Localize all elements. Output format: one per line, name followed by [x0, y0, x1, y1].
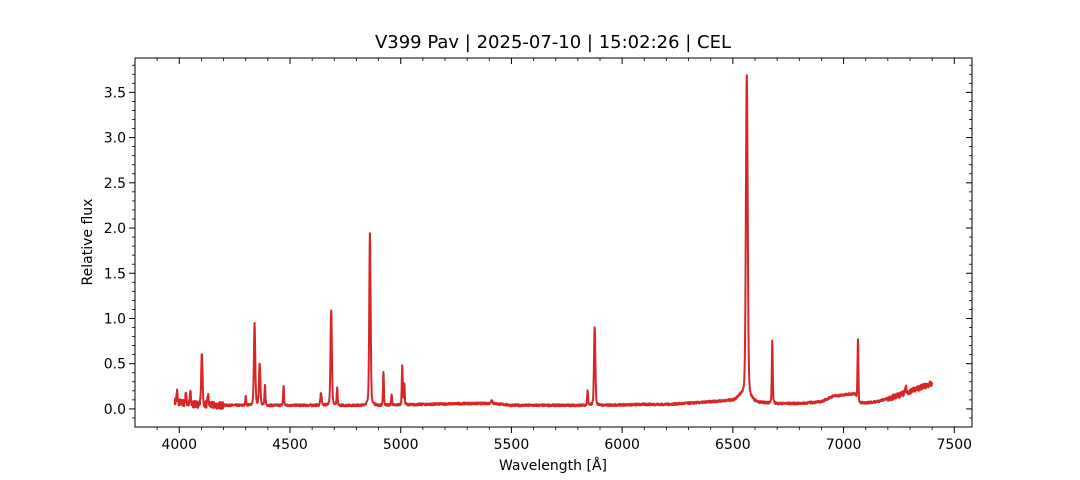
y-tick-label: 3.0 — [104, 131, 126, 147]
x-axis-label: Wavelength [Å] — [499, 457, 607, 474]
y-tick-label: 0.5 — [104, 357, 126, 373]
y-tick-label: 1.0 — [104, 311, 126, 327]
x-tick-label: 6500 — [715, 437, 751, 453]
y-tick-label: 1.5 — [104, 266, 126, 282]
y-axis: 0.0 0.5 1.0 1.5 2.0 2.5 3.0 3.5 — [104, 64, 972, 419]
y-tick-label: 0.0 — [104, 402, 126, 418]
x-tick-label: 5500 — [494, 437, 530, 453]
x-tick-label: 6000 — [604, 437, 640, 453]
chart-title: V399 Pav | 2025-07-10 | 15:02:26 | CEL — [375, 32, 731, 53]
y-tick-label: 2.5 — [104, 176, 126, 192]
x-axis: 4000 4500 5000 5500 6000 6500 7000 7500 — [156, 58, 972, 453]
x-tick-label: 7500 — [936, 437, 972, 453]
x-tick-label: 7000 — [826, 437, 862, 453]
spectrum-line — [173, 74, 934, 410]
series-layer — [173, 74, 934, 410]
y-axis-label: Relative flux — [80, 199, 96, 286]
plot-frame — [134, 57, 973, 428]
x-tick-label: 4000 — [161, 437, 197, 453]
y-tick-label: 2.0 — [104, 221, 126, 237]
x-tick-label: 5000 — [383, 437, 419, 453]
y-tick-label: 3.5 — [104, 85, 126, 101]
x-tick-label: 4500 — [272, 437, 308, 453]
